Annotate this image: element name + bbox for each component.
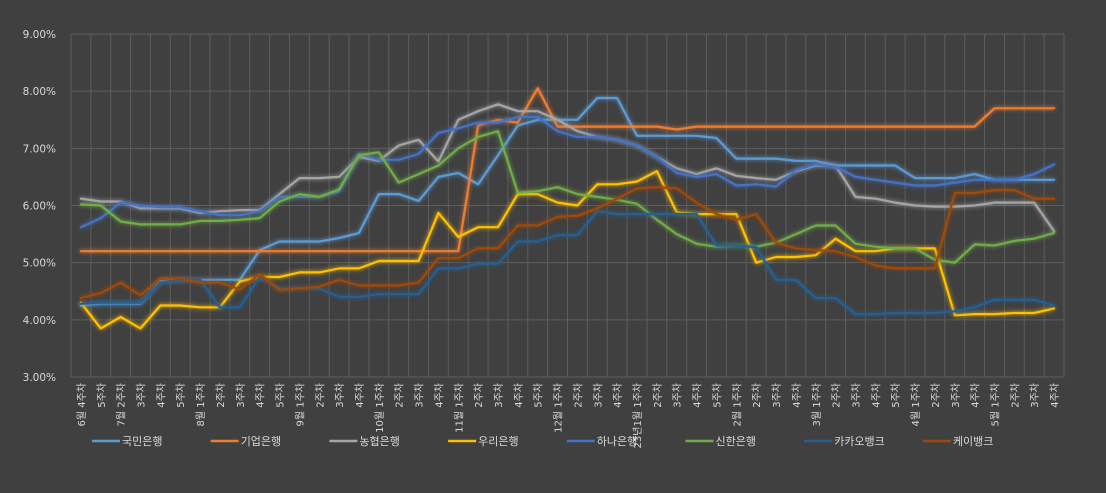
series-line-1 (79, 96, 1056, 307)
x-tick-label: 8월 1주차 (195, 383, 207, 427)
x-tick-label: 4월 1주차 (910, 383, 922, 427)
legend-label: 기업은행 (241, 435, 281, 448)
x-tick-label: 4주차 (612, 383, 624, 408)
x-tick-label: 3주차 (493, 383, 505, 408)
x-tick-label: 3주차 (672, 383, 684, 408)
x-tick-label: 3주차 (850, 383, 862, 408)
x-tick-label: 2주차 (473, 383, 485, 408)
x-tick-label: 9월 1주차 (294, 383, 306, 427)
y-axis-ticks: 3.00% 4.00% 5.00% 6.00% 7.00% 8.00% 9.00% (23, 29, 56, 384)
x-tick-label: 4주차 (354, 383, 366, 408)
x-tick-label: 2주차 (394, 383, 406, 408)
y-tick-label: 4.00% (23, 315, 56, 327)
x-tick-label: 4주차 (692, 383, 704, 408)
x-axis-ticks: 6월 4주차 5주차 7월 2주차 3주차 4주차 5주차 8월 1주차 2주차 3주차 4주차 5… (76, 383, 1061, 448)
legend-label: 국민은행 (122, 435, 162, 448)
x-tick-label: 3주차 (1029, 383, 1041, 408)
x-tick-label: 2주차 (751, 383, 763, 408)
x-tick-label: 4주차 (970, 383, 982, 408)
x-tick-label: 4주차 (791, 383, 803, 408)
x-tick-label: 3월 1주차 (811, 383, 823, 427)
x-tick-label: 5주차 (711, 383, 723, 408)
series-lines (79, 87, 1056, 330)
legend-label: 카카오뱅크 (834, 435, 885, 448)
x-tick-label: 23년1월 1주차 (632, 383, 644, 448)
legend-label: 하나은행 (597, 434, 637, 448)
legend-label: 우리은행 (478, 435, 518, 448)
y-tick-label: 3.00% (23, 372, 56, 384)
x-tick-label: 2주차 (1009, 383, 1021, 408)
x-tick-label: 12월 1주차 (553, 383, 565, 433)
x-tick-label: 3주차 (771, 383, 783, 408)
y-tick-label: 8.00% (23, 86, 56, 98)
x-tick-label: 2주차 (314, 383, 326, 408)
series-line-6 (79, 130, 1056, 264)
y-tick-label: 5.00% (23, 258, 56, 270)
legend-label: 농협은행 (359, 435, 399, 448)
legend-label: 신한은행 (716, 435, 756, 448)
x-tick-label: 5주차 (175, 383, 187, 408)
y-tick-label: 7.00% (23, 143, 56, 155)
x-tick-label: 2주차 (215, 383, 227, 408)
x-tick-label: 3주차 (235, 383, 247, 408)
x-tick-label: 4주차 (433, 383, 445, 408)
x-tick-label: 2주차 (831, 383, 843, 408)
y-tick-label: 9.00% (23, 29, 56, 41)
x-tick-label: 4주차 (870, 383, 882, 408)
x-tick-label: 2주차 (652, 383, 664, 408)
x-tick-label: 3주차 (592, 383, 604, 408)
x-tick-label: 6월 4주차 (76, 383, 88, 427)
x-tick-label: 3주차 (414, 383, 426, 408)
legend: 국민은행 기업은행 농협은행 우리은행 하나은행 신한은행 카카오뱅크 케이뱅크 (92, 434, 993, 448)
x-tick-label: 5주차 (96, 383, 108, 408)
x-tick-label: 5주차 (533, 383, 545, 408)
series-line-5 (79, 115, 1056, 229)
x-tick-label: 4주차 (1049, 383, 1061, 408)
legend-label: 케이뱅크 (953, 435, 993, 448)
x-tick-label: 2주차 (572, 383, 584, 408)
series-line-3 (79, 103, 1056, 233)
series-line-7 (79, 210, 1056, 316)
x-tick-label: 3주차 (136, 383, 148, 408)
x-tick-label: 5월 1주차 (989, 383, 1001, 427)
x-tick-label: 4주차 (155, 383, 167, 408)
x-tick-label: 10월 1주차 (374, 383, 386, 433)
x-tick-label: 5주차 (275, 383, 287, 408)
x-tick-label: 11월 1주차 (453, 383, 465, 433)
x-tick-label: 4주차 (255, 383, 267, 408)
y-tick-label: 6.00% (23, 201, 56, 213)
gridlines (70, 33, 1065, 378)
x-tick-label: 2주차 (930, 383, 942, 408)
series-line-8 (79, 186, 1056, 300)
x-tick-label: 2월 1주차 (731, 383, 743, 427)
x-tick-label: 5주차 (890, 383, 902, 408)
x-tick-label: 3주차 (950, 383, 962, 408)
x-tick-label: 4주차 (513, 383, 525, 408)
x-tick-label: 7월 2주차 (116, 383, 128, 427)
x-tick-label: 3주차 (334, 383, 346, 408)
